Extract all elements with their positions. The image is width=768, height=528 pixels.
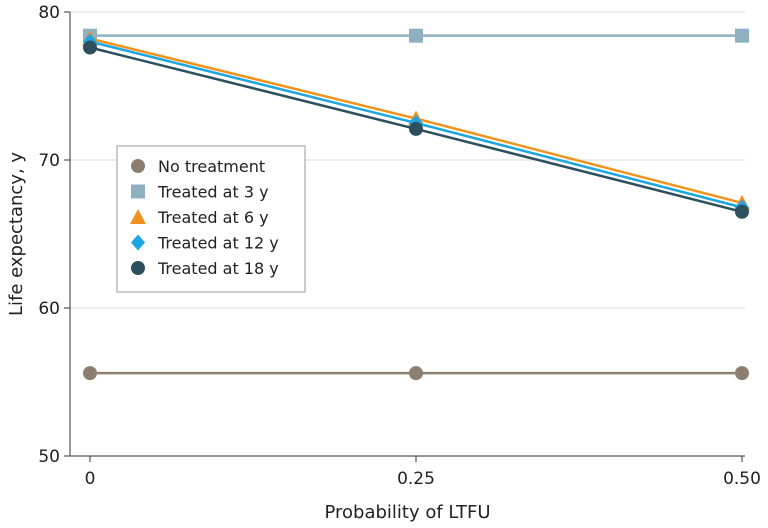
- legend-item: No treatment: [131, 157, 265, 176]
- legend-label: Treated at 12 y: [157, 234, 279, 253]
- legend-marker: [131, 234, 145, 251]
- legend-item: Treated at 3 y: [131, 183, 269, 202]
- data-point: [409, 366, 423, 381]
- y-axis-label: Life expectancy, y: [6, 152, 27, 316]
- x-tick-label: 0: [85, 469, 96, 489]
- series-4: [83, 40, 749, 219]
- legend-marker: [131, 184, 145, 199]
- x-tick-label: 0.25: [397, 469, 435, 489]
- data-point: [735, 204, 749, 219]
- legend-box: [116, 145, 306, 293]
- x-tick-label: 0.50: [723, 469, 761, 489]
- data-point: [409, 28, 423, 43]
- axes: [64, 11, 745, 462]
- data-point: [409, 121, 423, 136]
- legend-label: Treated at 3 y: [157, 183, 269, 202]
- legend: No treatment Treated at 3 y Treated at 6 y…: [116, 145, 306, 293]
- data-point: [735, 366, 749, 381]
- x-axis-label: Probability of LTFU: [324, 502, 490, 523]
- y-tick-label: 70: [38, 151, 60, 171]
- legend-item: Treated at 6 y: [130, 208, 269, 227]
- y-tick-labels: 50 60 70 80: [38, 3, 60, 467]
- legend-label: No treatment: [158, 157, 265, 176]
- series-group: [82, 28, 750, 381]
- y-tick-label: 60: [38, 299, 60, 319]
- legend-marker: [131, 159, 145, 173]
- legend-marker: [131, 261, 145, 275]
- data-point: [83, 366, 97, 381]
- y-tick-label: 50: [38, 447, 60, 467]
- legend-label: Treated at 18 y: [157, 259, 279, 278]
- data-point: [735, 28, 749, 43]
- x-tick-labels: 0 0.25 0.50: [85, 469, 761, 489]
- series-1: [83, 28, 749, 43]
- legend-item: Treated at 12 y: [131, 234, 279, 253]
- legend-item: Treated at 18 y: [131, 259, 279, 278]
- legend-marker: [130, 209, 146, 224]
- y-tick-label: 80: [38, 3, 60, 23]
- data-point: [83, 40, 97, 55]
- legend-label: Treated at 6 y: [157, 208, 269, 227]
- series-0: [83, 366, 749, 381]
